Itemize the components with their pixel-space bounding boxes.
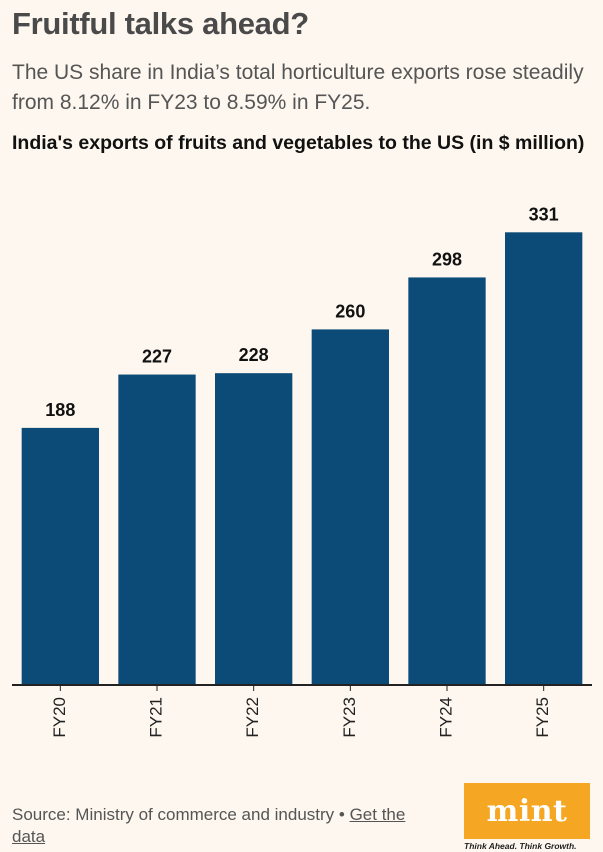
x-tick-label-fy20: FY20 (50, 697, 69, 738)
bar-fy22 (215, 373, 293, 685)
bar-fy21 (118, 374, 196, 685)
bar-chart: 188 FY20 227 FY21 228 FY22 260 FY23 298 FY24 331 FY… (12, 204, 592, 738)
chart-title: India's exports of fruits and vegetables… (12, 132, 585, 154)
mint-logo: mint (464, 783, 590, 839)
bar-fy23 (311, 329, 389, 685)
x-tick-label-fy24: FY24 (436, 697, 455, 738)
x-tick-label-fy21: FY21 (146, 697, 165, 738)
value-label-fy20: 188 (45, 400, 75, 420)
value-label-fy25: 331 (529, 204, 559, 224)
logo-text: mint (486, 793, 568, 829)
page-subtitle: The US share in India’s total horticultu… (12, 61, 584, 114)
value-label-fy24: 298 (432, 249, 462, 269)
value-label-fy23: 260 (335, 301, 365, 321)
value-label-fy22: 228 (239, 345, 269, 365)
page-title: Fruitful talks ahead? (12, 6, 309, 41)
logo-tagline: Think Ahead. Think Growth. (464, 841, 577, 851)
bar-fy24 (408, 277, 486, 685)
source-note: Source: Ministry of commerce and industr… (12, 804, 442, 848)
bar-fy25 (505, 232, 583, 685)
x-tick-label-fy23: FY23 (340, 697, 359, 738)
get-the-data-link[interactable]: Get the data (12, 805, 406, 846)
value-label-fy21: 227 (142, 347, 172, 367)
x-tick-label-fy25: FY25 (533, 697, 552, 738)
x-tick-label-fy22: FY22 (243, 697, 262, 738)
source-text: Source: Ministry of commerce and industr… (12, 805, 335, 824)
source-separator: • (334, 805, 350, 824)
bar-fy20 (21, 427, 100, 685)
